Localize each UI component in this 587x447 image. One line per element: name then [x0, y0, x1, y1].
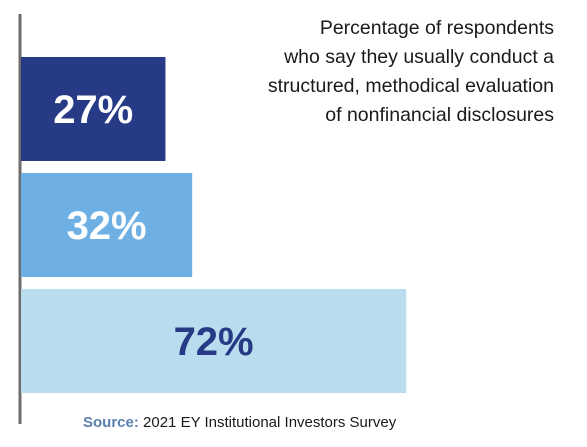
bars-layer: [21, 57, 407, 393]
chart-title: Percentage of respondents who say they u…: [214, 14, 554, 130]
source-note: Source: 2021 EY Institutional Investors …: [83, 414, 396, 431]
bar-3: [21, 289, 407, 393]
bar-1-label: 27%: [53, 88, 133, 132]
chart-title-line-2: who say they usually conduct a: [284, 46, 554, 68]
data-labels-layer: 27% 32% 72%: [53, 88, 253, 364]
chart-title-line-3: structured, methodical evaluation: [267, 75, 554, 97]
bar-2-label: 32%: [67, 204, 147, 248]
source-label: Source:: [83, 414, 139, 431]
source-text: 2021 EY Institutional Investors Survey: [143, 414, 397, 431]
chart-title-line-4: of nonfinancial disclosures: [325, 104, 554, 126]
bar-2: [21, 173, 193, 277]
bar-3-label: 72%: [174, 320, 254, 364]
chart-title-line-1: Percentage of respondents: [319, 17, 554, 39]
bar-1: [21, 57, 166, 161]
